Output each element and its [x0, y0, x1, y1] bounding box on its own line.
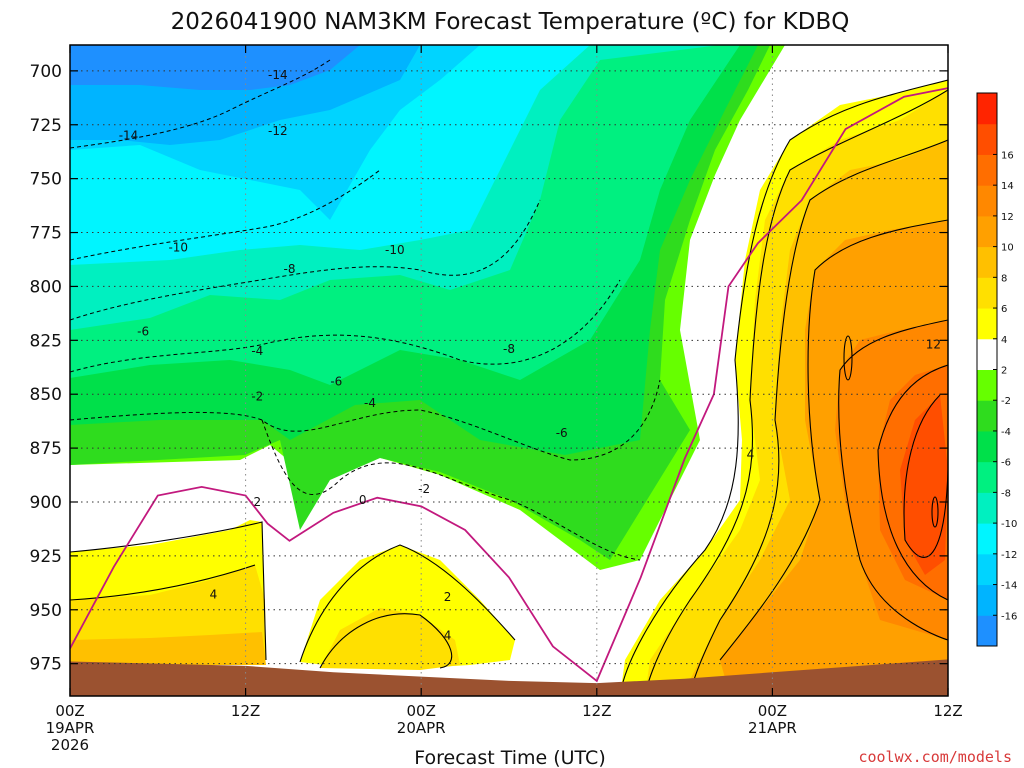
colorbar-swatch: [977, 215, 997, 248]
x-tick-date: 21APR: [748, 719, 797, 737]
colorbar-swatch: [977, 553, 997, 586]
contour-label: -2: [418, 482, 430, 496]
colorbar-swatch: [977, 338, 997, 370]
colorbar-swatch: [977, 400, 997, 432]
colorbar-label: 8: [1001, 273, 1007, 284]
colorbar-label: -16: [1001, 611, 1017, 622]
y-tick-label: 775: [30, 224, 62, 244]
y-tick-label: 875: [30, 439, 62, 459]
contour-label: -8: [284, 262, 296, 276]
chart-title: 2026041900 NAM3KM Forecast Temperature (…: [171, 9, 850, 35]
freezing-line: [70, 87, 948, 683]
contour-lines: [70, 59, 661, 561]
colorbar-swatch: [977, 615, 997, 647]
contour-label: 2: [253, 495, 261, 509]
colorbar-swatch: [977, 154, 997, 186]
colorbar-swatch: [977, 277, 997, 309]
colorbar-label: -10: [1001, 519, 1017, 530]
y-tick-label: 850: [30, 385, 62, 405]
contour-label: 4: [444, 629, 452, 643]
y-axis: 700 725 750 775 800 825 850 875 900 925 950 975: [30, 62, 948, 675]
y-tick-label: 725: [30, 116, 62, 136]
x-tick-label: 12Z: [582, 702, 611, 720]
x-tick-label: 00Z: [407, 702, 436, 720]
colorbar-swatch: [977, 93, 997, 125]
contour-label: -6: [330, 374, 342, 388]
contour-label: -10: [168, 241, 188, 255]
colorbar-swatch: [977, 185, 997, 217]
colorbar-label: -14: [1001, 581, 1017, 592]
colorbar-label: 2: [1001, 366, 1007, 377]
colorbar-label: -8: [1001, 488, 1011, 499]
contour-label: -10: [385, 243, 405, 257]
contour-label: 4: [210, 588, 218, 602]
contour-label: -4: [364, 396, 376, 410]
contour-labels: -14 -14 -12 -10 -10 -8 -8 -6 -6 -6 -4 -4 -2 -2 0 2 2 4 4 4 1…: [119, 68, 941, 642]
colorbar-label: 12: [1001, 212, 1014, 223]
y-tick-label: 825: [30, 331, 62, 351]
colorbar-label: -4: [1001, 427, 1011, 438]
contour-label: -6: [137, 325, 149, 339]
x-tick-label: 12Z: [231, 702, 260, 720]
colorbar-swatch: [977, 461, 997, 493]
y-tick-label: 900: [30, 493, 62, 513]
credit-text: coolwx.com/models: [858, 748, 1012, 766]
colorbar-swatch: [977, 430, 997, 463]
contour-label: 0: [359, 493, 367, 507]
x-tick-year: 2026: [51, 736, 89, 754]
colorbar-label: -6: [1001, 458, 1011, 469]
colorbar-label: 10: [1001, 243, 1014, 254]
y-tick-label: 700: [30, 62, 62, 82]
contour-label: -14: [119, 129, 139, 143]
contour-label: -14: [268, 68, 288, 82]
x-tick-date: 19APR: [46, 719, 95, 737]
colorbar-label: 16: [1001, 150, 1014, 161]
band-plus-6-left: [70, 632, 266, 665]
x-tick-label: 12Z: [933, 702, 962, 720]
contour-label: -12: [268, 124, 288, 138]
contour-label: -2: [251, 389, 263, 403]
contour-label: 2: [444, 590, 452, 604]
colorbar-label: -12: [1001, 550, 1017, 561]
grid-lines: [70, 45, 948, 696]
colorbar-label: 14: [1001, 181, 1014, 192]
contour-label: 4: [747, 448, 755, 462]
warm-contour-lines: [70, 79, 948, 696]
colorbar-swatch: [977, 308, 997, 340]
ground-surface: [70, 659, 948, 696]
contour-label: 12: [926, 338, 941, 352]
colorbar-swatch: [977, 123, 997, 155]
band-minus-18: [70, 45, 360, 90]
contour-label: -8: [503, 342, 515, 356]
band-plus-4-mid: [320, 608, 460, 670]
x-axis-label: Forecast Time (UTC): [414, 747, 605, 768]
colorbar-swatch: [977, 523, 997, 555]
contour-label: -4: [251, 344, 263, 358]
x-tick-date: 20APR: [397, 719, 446, 737]
plot-frame: [69, 44, 949, 697]
y-tick-label: 800: [30, 277, 62, 297]
colorbar-label: 6: [1001, 304, 1007, 315]
colorbar-label: -2: [1001, 396, 1011, 407]
y-tick-label: 950: [30, 601, 62, 621]
contour-label: -6: [556, 426, 568, 440]
colorbar-swatch: [977, 246, 997, 278]
colorbar-label: 4: [1001, 335, 1007, 346]
x-tick-label: 00Z: [55, 702, 84, 720]
band-plus-14-right: [900, 395, 948, 575]
colorbar-swatch: [977, 369, 997, 401]
y-tick-label: 975: [30, 655, 62, 675]
x-tick-label: 00Z: [758, 702, 787, 720]
colorbar-swatch: [977, 584, 997, 616]
y-tick-label: 925: [30, 547, 62, 567]
colorbar-swatch: [977, 492, 997, 524]
y-tick-label: 750: [30, 170, 62, 190]
colorbar: -16 -14 -12 -10 -8 -6 -4 -2 2 4 6 8 10 12 14 16: [976, 92, 1017, 647]
temperature-shading: [70, 45, 948, 696]
